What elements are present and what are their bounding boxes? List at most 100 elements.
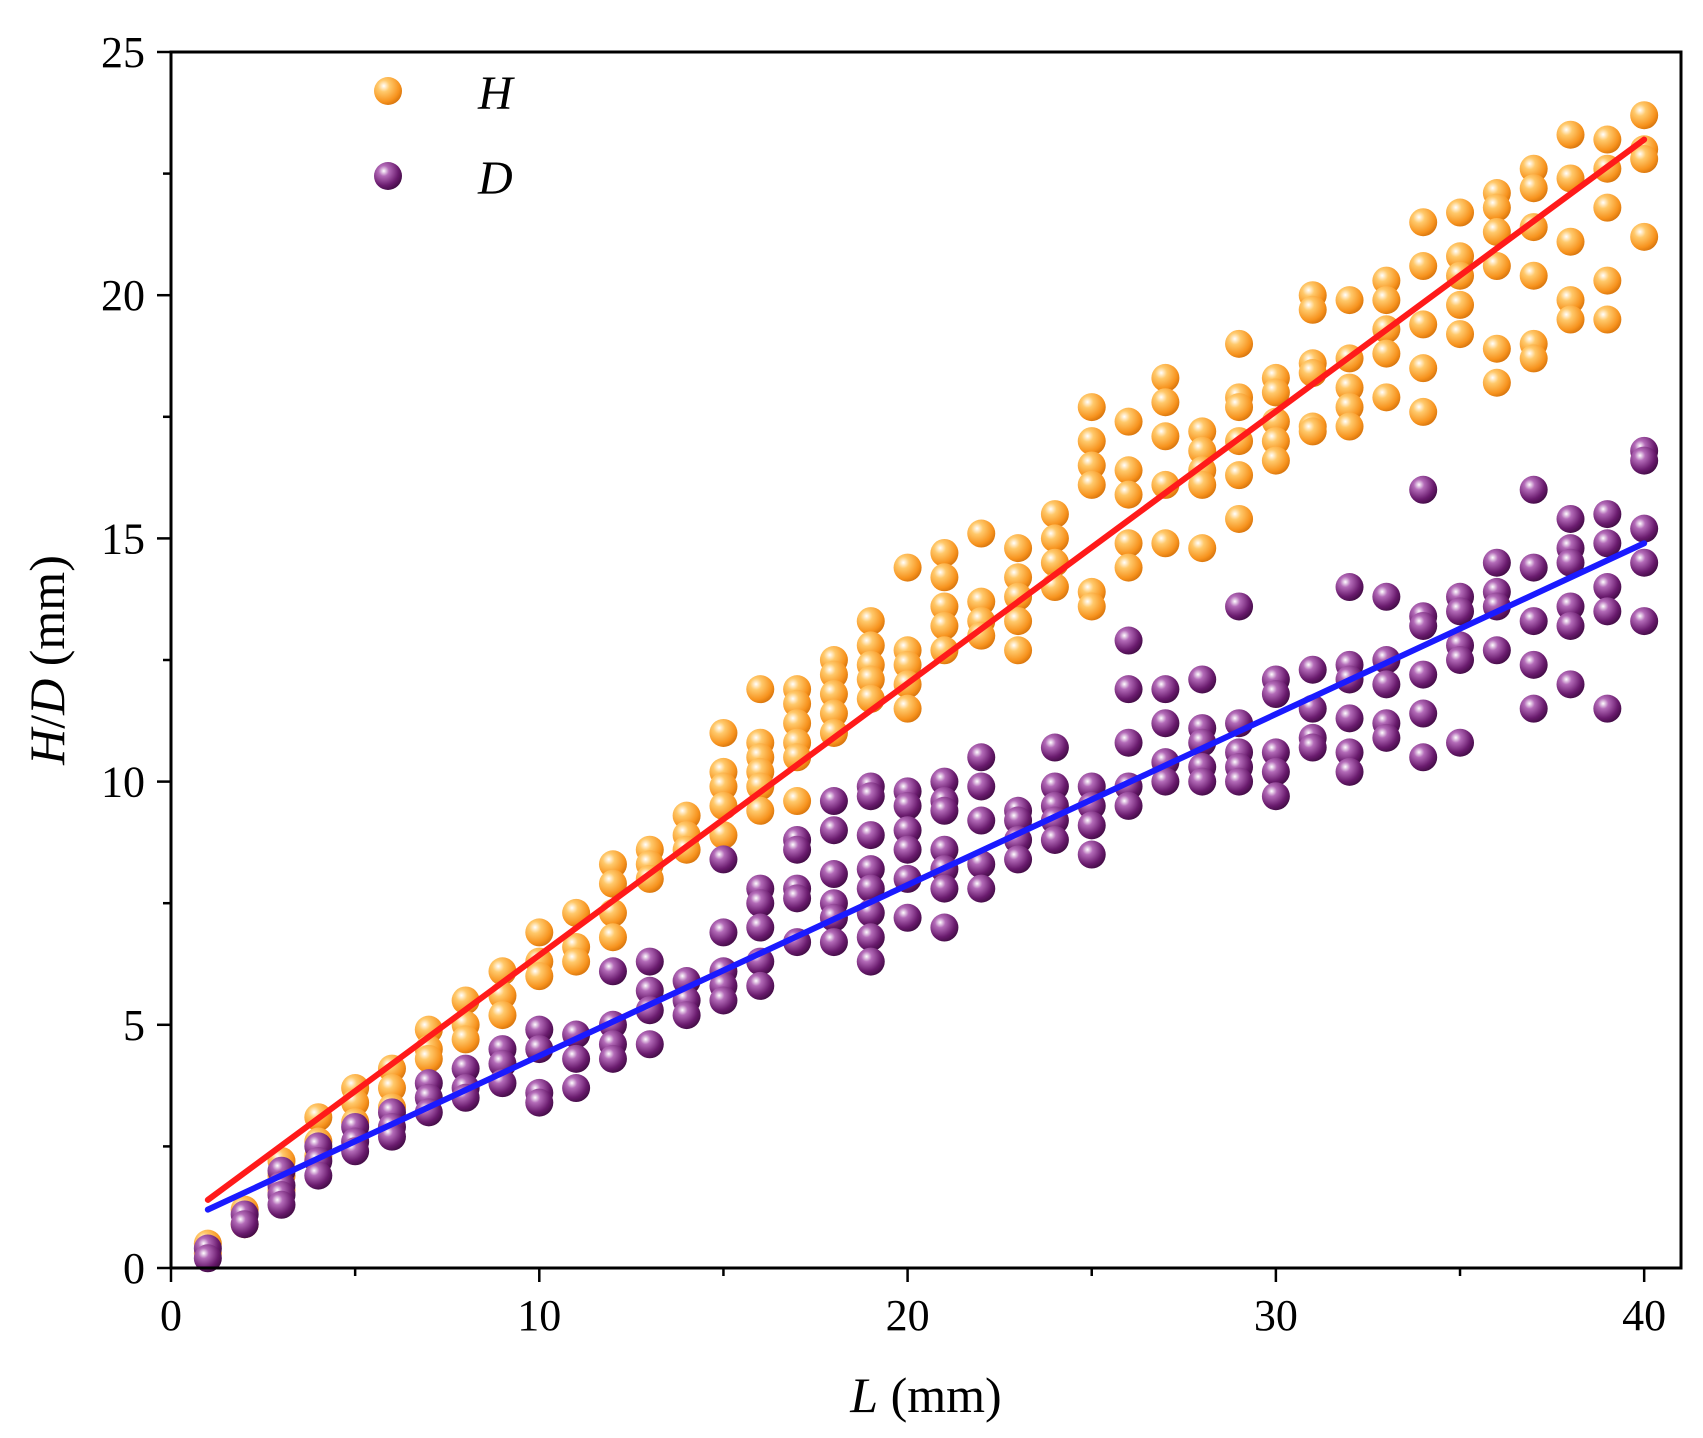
data-point-h — [1446, 242, 1475, 271]
plot-frame — [169, 50, 1683, 1270]
fit-line-h — [204, 136, 1648, 1203]
data-point-h — [1593, 125, 1622, 154]
data-point-d — [1077, 840, 1106, 869]
data-point-d — [930, 913, 959, 942]
x-axis-label: L (mm) — [849, 1367, 1001, 1423]
data-point-h — [856, 665, 885, 694]
data-point-h — [1630, 101, 1659, 130]
data-point-h — [1482, 334, 1511, 363]
data-point-h — [1114, 456, 1143, 485]
data-point-d — [783, 884, 812, 913]
data-point-h — [1151, 470, 1180, 499]
data-point-d — [856, 855, 885, 884]
data-point-d — [746, 913, 775, 942]
data-point-d — [1556, 548, 1585, 577]
data-point-d — [1482, 636, 1511, 665]
x-tick-label: 40 — [1622, 1291, 1666, 1340]
data-point-d — [1446, 728, 1475, 757]
data-point-h — [1114, 553, 1143, 582]
data-point-h — [1335, 393, 1364, 422]
data-point-h — [1409, 354, 1438, 383]
data-point-h — [1482, 252, 1511, 281]
y-axis-label: H/D (mm) — [19, 555, 75, 766]
data-point-h — [1151, 529, 1180, 558]
data-point-h — [1556, 120, 1585, 149]
data-point-d — [230, 1210, 259, 1239]
data-point-h — [1077, 592, 1106, 621]
data-point-h — [1225, 461, 1254, 490]
data-point-d — [267, 1190, 296, 1219]
data-point-d — [1298, 733, 1327, 762]
data-point-h — [819, 699, 848, 728]
data-point-h — [1372, 383, 1401, 412]
legend: H D — [374, 67, 515, 205]
axis-ticks: 0 10 20 30 40 0 5 10 15 20 25 — [101, 28, 1666, 1340]
data-point-h — [709, 772, 738, 801]
data-point-d — [1519, 553, 1548, 582]
data-point-h — [1446, 290, 1475, 319]
data-point-d — [598, 957, 627, 986]
data-point-h — [525, 962, 554, 991]
y-tick-label: 15 — [101, 514, 145, 563]
x-tick-label: 30 — [1254, 1291, 1298, 1340]
data-point-h — [414, 1015, 443, 1044]
data-point-d — [1593, 694, 1622, 723]
data-point-d — [930, 767, 959, 796]
data-point-d — [1114, 626, 1143, 655]
data-point-h — [1519, 174, 1548, 203]
data-point-h — [1114, 407, 1143, 436]
data-point-h — [1630, 145, 1659, 174]
legend-marker-d — [374, 162, 402, 190]
legend-marker-h — [374, 77, 402, 105]
data-point-d — [1040, 733, 1069, 762]
data-point-h — [746, 796, 775, 825]
data-point-d — [930, 796, 959, 825]
data-point-d — [1556, 592, 1585, 621]
data-point-h — [1261, 446, 1290, 475]
data-point-h — [598, 850, 627, 879]
legend-label-h: H — [477, 67, 515, 120]
fit-lines — [204, 136, 1648, 1213]
data-point-d — [1004, 845, 1033, 874]
data-point-d — [193, 1244, 222, 1273]
data-point-d — [1409, 475, 1438, 504]
data-point-d — [1151, 675, 1180, 704]
data-point-d — [1040, 825, 1069, 854]
data-point-h — [783, 787, 812, 816]
data-point-h — [746, 675, 775, 704]
data-point-h — [1261, 378, 1290, 407]
data-point-d — [635, 976, 664, 1005]
data-point-h — [1519, 154, 1548, 183]
data-point-h — [1077, 451, 1106, 480]
data-point-d — [967, 874, 996, 903]
y-tick-label: 0 — [123, 1244, 145, 1293]
data-point-h — [819, 660, 848, 689]
data-point-h — [893, 694, 922, 723]
data-point-d — [1040, 772, 1069, 801]
data-point-d — [1151, 767, 1180, 796]
data-point-h — [1261, 427, 1290, 456]
data-point-d — [562, 1074, 591, 1103]
data-point-d — [746, 889, 775, 918]
data-point-h — [1114, 480, 1143, 509]
data-point-d — [967, 772, 996, 801]
data-point-d — [1114, 791, 1143, 820]
data-point-h — [1077, 427, 1106, 456]
data-point-d — [1593, 529, 1622, 558]
data-point-h — [1298, 295, 1327, 324]
data-point-d — [672, 1001, 701, 1030]
data-point-d — [856, 782, 885, 811]
data-point-d — [1261, 782, 1290, 811]
data-point-d — [1630, 548, 1659, 577]
data-point-d — [819, 787, 848, 816]
data-point-d — [893, 791, 922, 820]
data-point-h — [1482, 193, 1511, 222]
data-point-d — [598, 1044, 627, 1073]
data-point-h — [1151, 363, 1180, 392]
data-point-d — [1335, 573, 1364, 602]
data-point-h — [893, 553, 922, 582]
data-point-h — [1593, 266, 1622, 295]
data-point-h — [1593, 305, 1622, 334]
data-point-h — [1004, 563, 1033, 592]
